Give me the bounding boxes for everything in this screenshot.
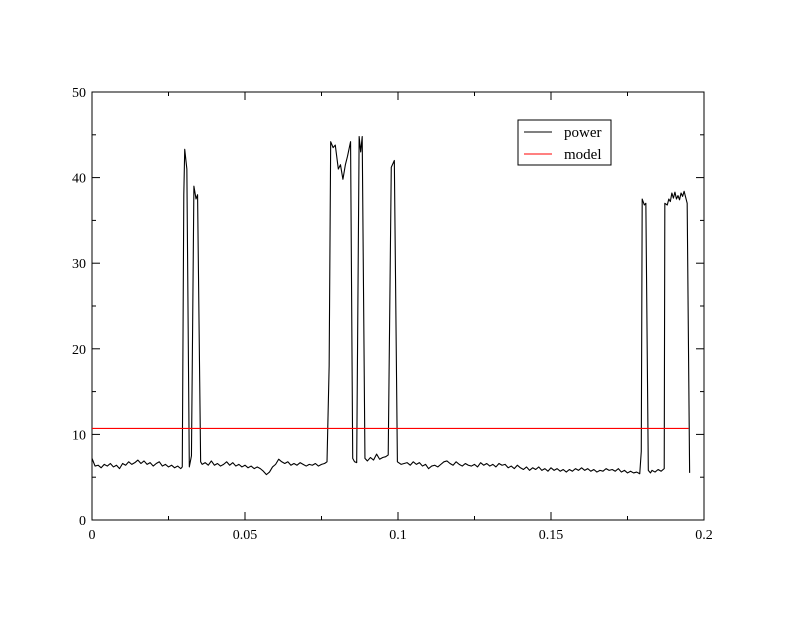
legend-label-model: model — [564, 147, 602, 163]
x-tick-label: 0.05 — [233, 528, 258, 543]
y-tick-label: 30 — [72, 257, 86, 272]
x-tick-label: 0.2 — [695, 528, 713, 543]
plot-frame — [91, 91, 705, 521]
series-line-power — [91, 135, 691, 476]
y-tick-label: 0 — [79, 514, 86, 529]
y-tick-label: 50 — [72, 86, 86, 101]
axis-ticks — [91, 91, 705, 521]
x-tick-label: 0.15 — [539, 528, 564, 543]
y-tick-label: 10 — [72, 428, 86, 443]
x-tick-label: 0.1 — [389, 528, 407, 543]
y-tick-label: 20 — [72, 343, 86, 358]
y-tick-label: 40 — [72, 172, 86, 187]
axis-tick-labels: 0 0.05 0.1 0.15 0.2 0 10 20 30 40 50 — [72, 86, 713, 543]
legend: power model — [517, 119, 612, 166]
series-layer — [91, 135, 691, 476]
x-tick-label: 0 — [89, 528, 96, 543]
legend-label-power: power — [564, 125, 602, 141]
legend-box — [517, 119, 612, 166]
